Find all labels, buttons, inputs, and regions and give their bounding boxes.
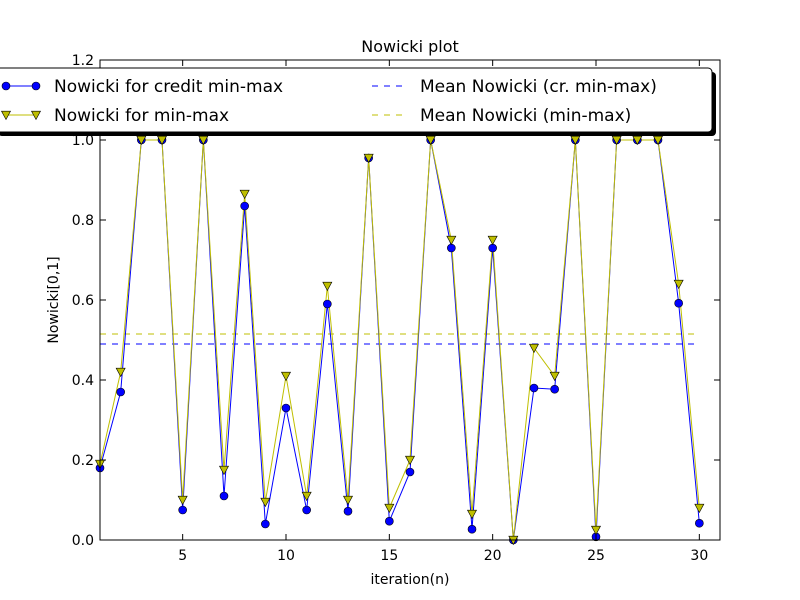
axis-ticks: 5 10 15 20 25 30 0.0 0.2 0.4 0.6 0.8 1.0 1.2 — [72, 53, 720, 564]
legend-marker-series-2 — [30, 110, 42, 121]
legend: Nowicki for credit min-max Nowicki for mi… — [0, 67, 716, 136]
series-2-point — [322, 281, 333, 292]
series-1-point — [261, 519, 270, 529]
legend-marker-series-1 — [1, 81, 11, 91]
chart-title: Nowicki plot — [361, 37, 459, 56]
series-2-point — [218, 465, 230, 476]
series-2-point — [384, 503, 395, 514]
series-2-point — [177, 495, 188, 506]
series-2-point — [549, 371, 560, 382]
series-1-point — [343, 506, 353, 516]
series-2-point — [528, 343, 540, 354]
series-1-point — [529, 383, 539, 393]
series-1-point — [323, 299, 332, 309]
series-1-point — [695, 518, 704, 528]
series-2-point — [280, 371, 292, 382]
series-2-point — [611, 135, 622, 146]
series-1-point — [447, 243, 456, 253]
series-1-point — [240, 201, 249, 211]
legend-label-series-1: Nowicki for credit min-max — [54, 77, 283, 97]
legend-label-mean-1: Mean Nowicki (cr. min-max) — [420, 77, 657, 97]
series-lines — [100, 139, 700, 540]
series-2-point — [570, 135, 581, 146]
x-tick-label: 25 — [587, 548, 605, 564]
series-2-point — [301, 491, 312, 502]
series-2-point — [673, 279, 684, 290]
legend-label-mean-2: Mean Nowicki (min-max) — [420, 106, 631, 126]
series-1-point — [281, 403, 291, 413]
series-2-point — [156, 135, 168, 146]
y-tick-label: 0.4 — [72, 373, 94, 389]
series-2-point — [466, 509, 478, 520]
x-tick-label: 5 — [178, 548, 187, 564]
legend-marker-series-2 — [0, 110, 12, 121]
series-1-point — [219, 491, 229, 501]
x-tick-label: 15 — [380, 548, 398, 564]
series-2-point — [446, 235, 457, 246]
y-tick-label: 0.6 — [72, 293, 94, 309]
series-2-point — [590, 525, 602, 536]
series-2-point — [652, 135, 664, 146]
series-2-point — [694, 503, 705, 514]
y-tick-label: 0.2 — [72, 453, 94, 469]
y-tick-label: 0.8 — [72, 213, 94, 229]
series-1-point — [405, 467, 415, 477]
x-axis-label: iteration(n) — [371, 572, 450, 588]
series-2-point — [136, 135, 147, 146]
series-1-point — [302, 505, 311, 515]
series-2-point — [115, 367, 126, 378]
x-tick-label: 30 — [690, 548, 708, 564]
x-tick-label: 10 — [277, 548, 295, 564]
y-tick-label: 1.2 — [72, 53, 94, 69]
series-1-point — [488, 243, 497, 253]
series-1-point — [467, 524, 477, 534]
series-2-point — [239, 189, 250, 200]
mean-lines — [100, 333, 700, 345]
y-tick-label: 1.0 — [72, 133, 94, 149]
y-axis-label: Nowicki[0,1] — [46, 256, 62, 343]
legend-box — [0, 67, 713, 133]
series-2-point — [260, 497, 271, 508]
series-2-point — [487, 235, 498, 246]
series-1-point — [116, 387, 125, 397]
series-2-point — [363, 153, 374, 164]
series-2-point — [404, 455, 416, 466]
series-2-point — [342, 495, 354, 506]
series-2-line — [100, 139, 700, 540]
series-1-line — [100, 139, 700, 540]
x-tick-label: 20 — [484, 548, 502, 564]
series-1-point — [550, 384, 559, 394]
series-2-point — [198, 135, 209, 146]
series-1-point — [674, 298, 683, 308]
data-markers — [94, 135, 705, 546]
series-2-point — [425, 135, 436, 146]
legend-marker-series-1 — [31, 81, 41, 91]
series-1-point — [178, 505, 187, 515]
legend-label-series-2: Nowicki for min-max — [54, 106, 229, 126]
y-tick-label: 0.0 — [72, 533, 94, 549]
series-2-point — [632, 135, 643, 146]
series-1-point — [385, 516, 394, 526]
